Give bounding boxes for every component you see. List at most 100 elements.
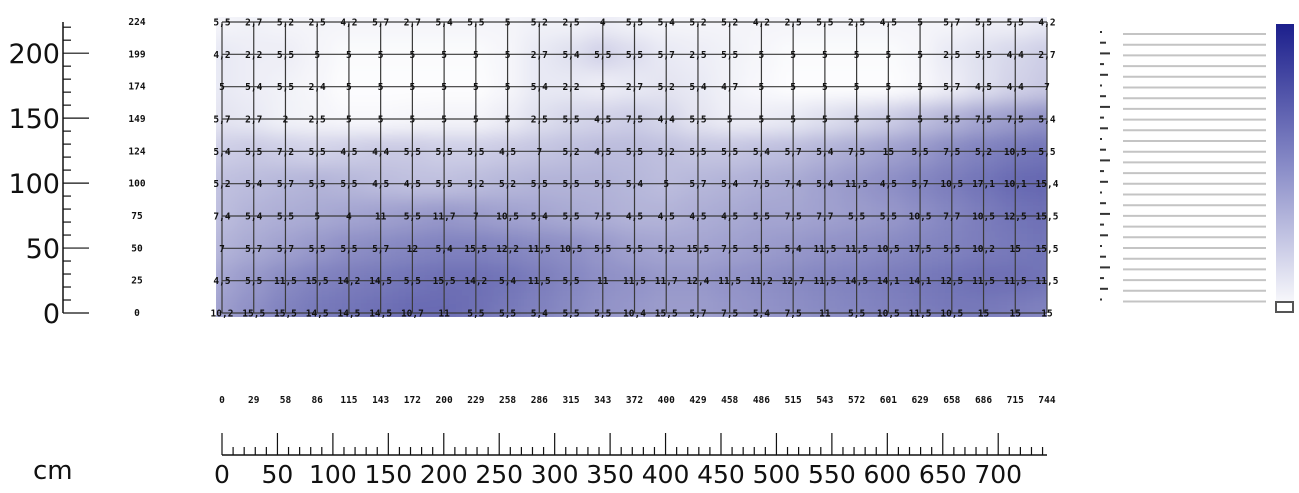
cell-value: 5,4 (753, 147, 770, 158)
legend-tick-mark (1100, 287, 1108, 290)
cell-value: 5 (441, 50, 447, 61)
column-position-label: 58 (280, 395, 292, 406)
cell-value: 2 (283, 115, 289, 126)
cell-value: 5,4 (562, 50, 579, 61)
cell-value: 2,7 (245, 18, 262, 29)
cell-value: 5 (314, 50, 320, 61)
cell-value: 11,5 (274, 276, 297, 287)
cell-value: 5 (473, 82, 479, 93)
cell-value: 2,5 (531, 115, 548, 126)
cell-value: 5,4 (531, 212, 548, 223)
row-position-label: 75 (131, 211, 143, 222)
cell-value: 5,5 (721, 147, 738, 158)
cell-value: 15,5 (274, 309, 297, 320)
x-tick-label: 350 (586, 460, 634, 489)
cell-value: 5 (759, 82, 765, 93)
cell-value: 2,7 (404, 18, 421, 29)
legend-tick-mark (1100, 234, 1108, 237)
cell-value: 10,5 (496, 212, 519, 223)
cell-value: 5 (885, 82, 891, 93)
cell-value: 5,7 (277, 179, 294, 190)
cell-value: 14,1 (909, 276, 932, 287)
cell-value: 14,5 (369, 309, 392, 320)
cell-value: 15,5 (687, 244, 710, 255)
column-position-label: 658 (943, 395, 960, 406)
cell-value: 7,5 (975, 115, 992, 126)
cell-value: 2,7 (245, 115, 262, 126)
cell-value: 5,5 (245, 147, 262, 158)
cell-value: 4,5 (880, 18, 897, 29)
y-tick-label: 200 (8, 39, 60, 70)
cell-value: 7,5 (1007, 115, 1024, 126)
cell-value: 7 (473, 212, 479, 223)
cell-value: 5 (346, 50, 352, 61)
cell-value-labels: 5,5 2,7 5,2 2,5 4,2 5,7 2,7 5,4 5,5 5 5,2 2,5 4 5,5 5,… (211, 18, 1059, 320)
cell-value: 14,1 (877, 276, 900, 287)
cell-value: 5,5 (436, 147, 453, 158)
cell-value: 5 (410, 82, 416, 93)
cell-value: 5 (759, 115, 765, 126)
cell-value: 12,7 (782, 276, 805, 287)
cell-value: 11,5 (845, 179, 868, 190)
cell-value: 5 (885, 50, 891, 61)
cell-value: 4,2 (213, 50, 230, 61)
y-axis: 0 50 100 150 200 (8, 22, 89, 330)
legend-tick-mark (1100, 63, 1104, 66)
cell-value: 5,5 (309, 244, 326, 255)
column-position-label: 115 (340, 395, 357, 406)
column-position-label: 486 (753, 395, 770, 406)
cell-value: 11,5 (1004, 276, 1027, 287)
x-tick-label: 450 (697, 460, 745, 489)
legend-tick-mark (1100, 73, 1108, 76)
cell-value: 5,2 (467, 179, 484, 190)
legend-tick-mark (1100, 95, 1106, 98)
cell-value: 10,5 (877, 309, 900, 320)
cell-value: 5,5 (911, 147, 928, 158)
cell-value: 5,5 (626, 50, 643, 61)
cell-value: 5,5 (562, 115, 579, 126)
cell-value: 5,5 (1038, 147, 1055, 158)
cell-value: 5 (505, 50, 511, 61)
legend-tick-mark (1100, 202, 1106, 205)
cell-value: 5,7 (277, 244, 294, 255)
x-tick-label: 250 (475, 460, 523, 489)
y-tick-label: 100 (8, 169, 60, 200)
x-axis: 0 50 100 150 200 250 300 350 400 450 500 550 600 650 7… (214, 433, 1047, 489)
y-position-labels: 224 199 174 149 124 100 75 50 25 0 (128, 17, 145, 319)
cell-value: 7,5 (626, 115, 643, 126)
cell-value: 5,5 (277, 82, 294, 93)
cell-value: 11 (375, 212, 387, 223)
legend-tick-mark (1100, 277, 1104, 280)
cell-value: 4,2 (753, 18, 770, 29)
cell-value: 4,5 (499, 147, 516, 158)
row-position-label: 0 (134, 308, 140, 319)
cell-value: 14,5 (337, 309, 360, 320)
column-position-label: 715 (1007, 395, 1024, 406)
cell-value: 5,4 (436, 18, 453, 29)
cell-value: 5,5 (531, 179, 548, 190)
cell-value: 11,5 (528, 244, 551, 255)
column-position-label: 744 (1038, 395, 1055, 406)
cell-value: 2,4 (309, 82, 326, 93)
cell-value: 15,5 (1036, 212, 1059, 223)
cell-value: 4,5 (721, 212, 738, 223)
cell-value: 7,4 (785, 179, 802, 190)
cell-value: 5,5 (404, 276, 421, 287)
cell-value: 5,5 (467, 147, 484, 158)
cell-value: 4,5 (594, 147, 611, 158)
column-position-label: 543 (816, 395, 833, 406)
cell-value: 5,5 (975, 50, 992, 61)
column-position-label: 686 (975, 395, 992, 406)
column-position-label: 143 (372, 395, 389, 406)
legend-tick-mark (1100, 148, 1106, 151)
cell-value: 4,5 (594, 115, 611, 126)
legend-tick-mark (1100, 170, 1104, 173)
x-tick-label: 400 (642, 460, 690, 489)
cell-value: 7,5 (721, 309, 738, 320)
cell-value: 15,5 (464, 244, 487, 255)
cell-value: 2,2 (562, 82, 579, 93)
cell-value: 4,7 (721, 82, 738, 93)
legend-tick-mark (1100, 105, 1110, 108)
cell-value: 11 (438, 309, 450, 320)
cell-value: 4,4 (1007, 50, 1024, 61)
